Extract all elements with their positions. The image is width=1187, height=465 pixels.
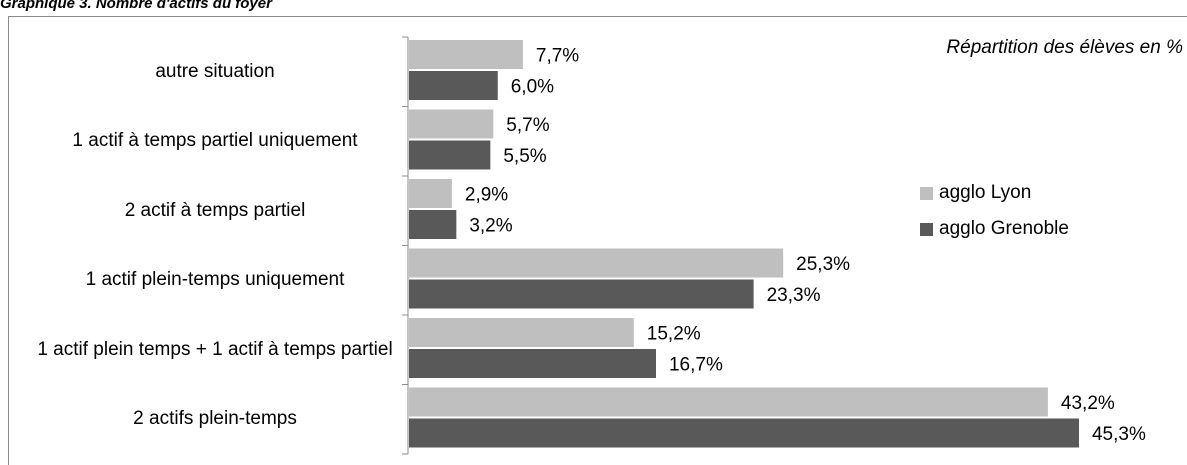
data-label: 6,0% — [511, 77, 554, 98]
bar-grenoble — [409, 140, 491, 170]
category-label: 2 actif à temps partiel — [124, 199, 306, 221]
data-label: 3,2% — [469, 216, 512, 237]
legend-swatch-lyon — [920, 186, 933, 200]
bar-lyon — [409, 387, 1048, 417]
bar-lyon — [409, 318, 634, 347]
category-label: autre situation — [155, 60, 275, 82]
chart-frame — [8, 16, 1187, 465]
legend-label-grenoble: agglo Grenoble — [939, 218, 1069, 239]
chart-annotation: Répartition des élèves en % — [946, 37, 1183, 58]
legend-item-lyon: agglo Lyon — [920, 175, 1069, 211]
data-label: 25,3% — [796, 254, 850, 275]
legend-item-grenoble: agglo Grenoble — [920, 211, 1069, 247]
bar-grenoble — [409, 71, 498, 100]
legend-label-lyon: agglo Lyon — [939, 182, 1032, 203]
bar-lyon — [409, 40, 523, 69]
category-label: 1 actif à temps partiel uniquement — [72, 130, 358, 152]
data-label: 7,7% — [536, 46, 579, 67]
bar-grenoble — [409, 279, 754, 309]
data-label: 43,2% — [1061, 393, 1115, 414]
data-label: 2,9% — [465, 185, 508, 206]
data-label: 5,7% — [506, 115, 549, 136]
chart-title: Graphique 3. Nombre d'actifs du foyer — [0, 0, 272, 12]
data-label: 23,3% — [767, 285, 821, 306]
bar-lyon — [409, 179, 452, 208]
bar-lyon — [409, 248, 784, 278]
bar-grenoble — [409, 210, 457, 239]
category-label: 1 actif plein-temps uniquement — [85, 269, 345, 291]
data-label: 16,7% — [669, 355, 723, 376]
legend: agglo Lyon agglo Grenoble — [920, 175, 1069, 247]
bar-grenoble — [409, 418, 1079, 448]
bar-lyon — [409, 109, 494, 139]
category-label: 2 actifs plein-temps — [133, 408, 297, 430]
legend-swatch-grenoble — [920, 222, 933, 236]
data-label: 5,5% — [503, 146, 546, 167]
data-label: 15,2% — [647, 324, 701, 345]
category-label: 1 actif plein temps + 1 actif à temps pa… — [37, 338, 393, 360]
bar-grenoble — [409, 349, 656, 378]
data-label: 45,3% — [1092, 424, 1146, 445]
